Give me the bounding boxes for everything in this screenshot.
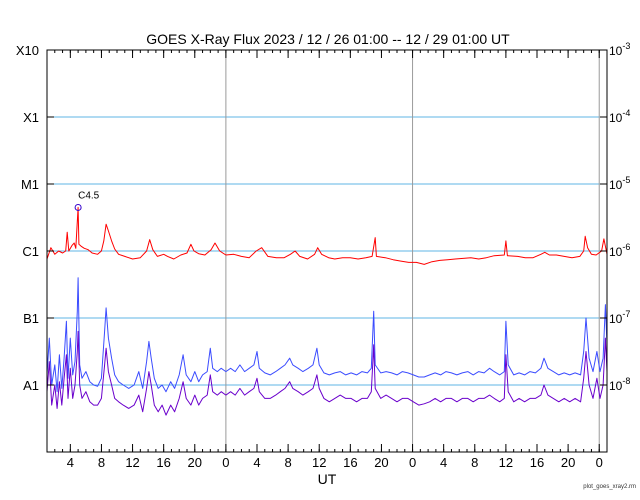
series-layer bbox=[46, 206, 608, 416]
left-axis-label-x1: X1 bbox=[23, 110, 39, 125]
x-axis-label: UT bbox=[318, 471, 337, 487]
plot-credit: plot_goes_xray2.rm bbox=[583, 484, 636, 490]
x-tick-label-1: 8 bbox=[98, 455, 105, 470]
x-tick-label-8: 12 bbox=[312, 455, 326, 470]
x-tick-label-11: 0 bbox=[409, 455, 416, 470]
x-tick-label-12: 4 bbox=[440, 455, 447, 470]
x-tick-label-13: 8 bbox=[471, 455, 478, 470]
grid-layer bbox=[47, 50, 607, 452]
series-line-2 bbox=[46, 330, 608, 416]
axis-layer: X10 X1 M1 C1 B1 A1 10-3 10-4 10-5 10-6 10-7 10-8 4 8 1… bbox=[16, 41, 631, 470]
left-axis-label-a1: A1 bbox=[23, 378, 39, 393]
x-tick-label-9: 16 bbox=[343, 455, 357, 470]
chart-title: GOES X-Ray Flux 2023 / 12 / 26 01:00 -- … bbox=[146, 31, 510, 47]
x-tick-label-7: 8 bbox=[284, 455, 291, 470]
left-axis-label-b1: B1 bbox=[23, 311, 39, 326]
left-axis-label-c1: C1 bbox=[22, 244, 39, 259]
series-line-1 bbox=[46, 277, 608, 393]
flare-annotation-label: C4.5 bbox=[78, 190, 100, 201]
left-axis-label-x10: X10 bbox=[16, 43, 39, 58]
right-axis-label-0: 10-3 bbox=[609, 41, 630, 58]
right-axis-label-2: 10-5 bbox=[609, 175, 630, 192]
x-tick-label-4: 20 bbox=[188, 455, 202, 470]
left-axis-label-m1: M1 bbox=[21, 177, 39, 192]
x-tick-label-3: 16 bbox=[156, 455, 170, 470]
right-axis-label-1: 10-4 bbox=[609, 108, 630, 125]
flare-marker-circle bbox=[74, 203, 82, 211]
x-tick-label-10: 20 bbox=[374, 455, 388, 470]
x-tick-label-2: 12 bbox=[125, 455, 139, 470]
right-axis-label-4: 10-7 bbox=[609, 309, 630, 326]
x-tick-label-5: 0 bbox=[222, 455, 229, 470]
right-axis-label-3: 10-6 bbox=[609, 242, 630, 259]
series-line-0 bbox=[46, 206, 608, 265]
right-axis-label-5: 10-8 bbox=[609, 376, 630, 393]
x-tick-label-17: 0 bbox=[596, 455, 603, 470]
x-tick-label-6: 4 bbox=[253, 455, 260, 470]
x-tick-label-15: 16 bbox=[530, 455, 544, 470]
x-tick-label-14: 12 bbox=[499, 455, 513, 470]
annotation-layer: C4.5 bbox=[74, 190, 100, 211]
x-tick-label-16: 20 bbox=[561, 455, 575, 470]
x-tick-label-0: 4 bbox=[67, 455, 74, 470]
